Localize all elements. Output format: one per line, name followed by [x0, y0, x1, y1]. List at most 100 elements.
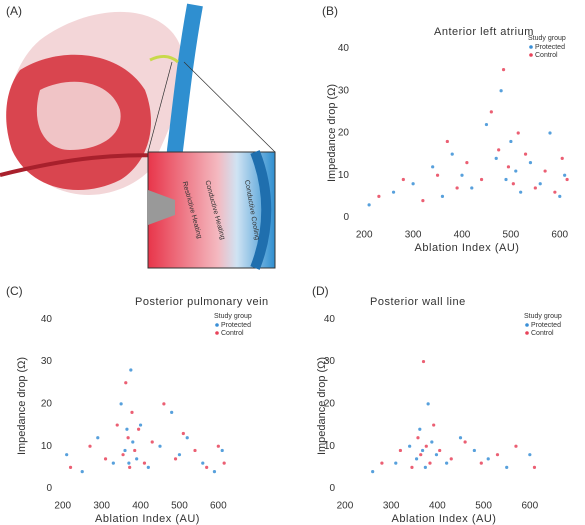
point: [428, 461, 432, 465]
x-tick-label: 600: [210, 501, 227, 512]
y-tick-label: 0: [46, 483, 52, 494]
y-tick-label: 40: [41, 314, 53, 325]
probe: [148, 190, 175, 225]
heart-inner: [36, 81, 121, 150]
x-tick-label: 400: [429, 501, 446, 512]
point: [414, 457, 419, 461]
point: [505, 465, 509, 469]
point: [421, 359, 426, 364]
point: [514, 444, 518, 448]
legend-swatch: [529, 53, 533, 57]
point: [565, 177, 569, 182]
point: [418, 427, 422, 431]
y-tick-label: 40: [338, 43, 350, 54]
point: [538, 182, 542, 186]
point: [506, 165, 511, 169]
point: [419, 453, 423, 457]
legend-label: Control: [531, 330, 554, 337]
point: [96, 436, 100, 440]
point: [123, 448, 127, 453]
point: [367, 203, 371, 207]
point: [212, 470, 217, 474]
point: [377, 194, 381, 199]
x-axis-label: Ablation Index (AU): [415, 242, 520, 254]
inset-wall: [250, 150, 272, 270]
point: [173, 457, 178, 461]
point: [434, 453, 439, 457]
y-tick-label: 10: [41, 441, 53, 452]
point: [137, 427, 141, 431]
illustration: (A) Restrictive Heating Conductive Heati…: [0, 3, 276, 270]
legend-label: Protected: [221, 322, 251, 329]
point: [445, 139, 449, 144]
point: [486, 457, 490, 461]
point: [129, 368, 133, 372]
catheter: [149, 55, 179, 64]
x-tick-label: 600: [551, 230, 568, 241]
point: [391, 190, 396, 194]
point: [558, 194, 562, 199]
x-tick-label: 500: [503, 230, 520, 241]
x-tick-label: 200: [356, 230, 373, 241]
point: [563, 173, 567, 177]
point: [111, 461, 115, 465]
chart-title: Posterior wall line: [370, 296, 466, 308]
point: [80, 470, 84, 474]
legend-swatch: [529, 45, 533, 49]
panel-label: (B): [322, 4, 338, 18]
point: [170, 410, 174, 414]
chart-title: Posterior pulmonary vein: [135, 296, 269, 308]
point: [380, 461, 384, 465]
y-tick-label: 20: [324, 399, 336, 410]
legend-swatch: [215, 323, 219, 327]
point: [162, 402, 166, 406]
point: [103, 457, 108, 461]
point: [115, 423, 119, 427]
panel-label: (C): [6, 284, 23, 298]
point: [501, 67, 506, 72]
point: [201, 461, 205, 465]
point: [216, 444, 220, 448]
point: [516, 131, 520, 135]
point: [484, 122, 489, 127]
point: [68, 465, 73, 469]
point: [181, 431, 185, 436]
x-tick-label: 300: [383, 501, 400, 512]
legend-label: Protected: [531, 322, 561, 329]
point: [411, 182, 415, 186]
legend-label: Control: [535, 52, 558, 59]
x-tick-label: 200: [54, 501, 71, 512]
legend-title: Study group: [214, 313, 252, 320]
x-axis-label: Ablation Index (AU): [392, 513, 497, 525]
point: [450, 152, 454, 156]
point: [440, 194, 445, 199]
point: [398, 448, 403, 453]
y-tick-label: 20: [41, 399, 53, 410]
point: [489, 110, 493, 114]
point: [220, 448, 224, 453]
point: [553, 190, 557, 194]
point: [401, 177, 405, 182]
point: [494, 156, 498, 160]
point: [138, 423, 143, 427]
point: [445, 461, 449, 465]
point: [130, 410, 134, 414]
point: [479, 177, 484, 182]
point: [560, 156, 564, 160]
point: [142, 461, 147, 465]
point: [514, 169, 518, 173]
point: [509, 139, 513, 144]
point: [495, 453, 500, 457]
x-tick-label: 300: [93, 501, 110, 512]
point: [131, 440, 135, 444]
y-tick-label: 0: [343, 212, 349, 223]
point: [119, 402, 123, 406]
point: [121, 453, 125, 457]
point: [532, 465, 537, 469]
zoom-line: [147, 61, 173, 153]
x-tick-label: 500: [171, 501, 188, 512]
point: [511, 182, 515, 186]
legend-swatch: [525, 331, 529, 335]
y-tick-label: 20: [338, 128, 350, 139]
